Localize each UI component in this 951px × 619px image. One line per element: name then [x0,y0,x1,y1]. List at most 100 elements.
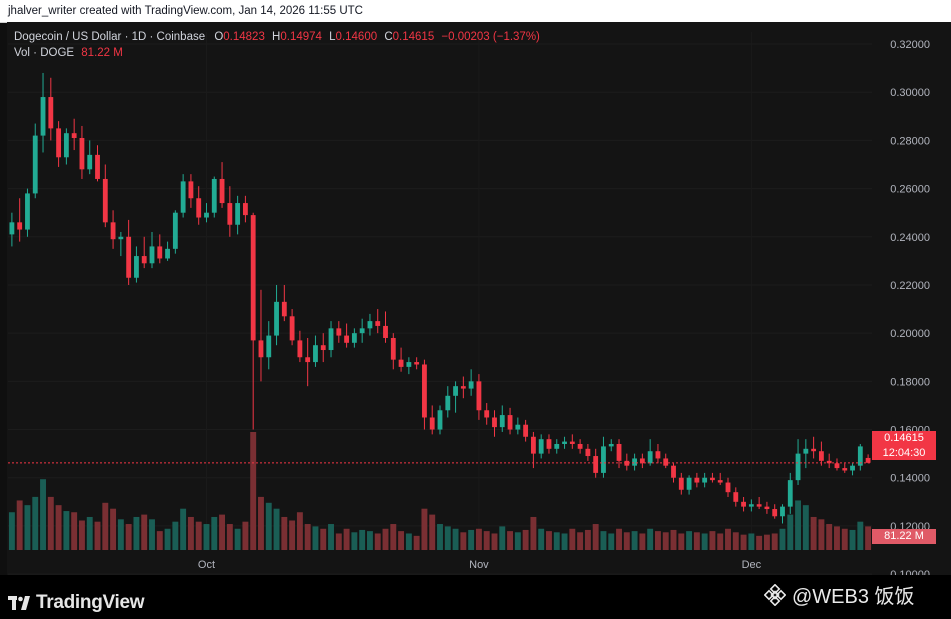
price-tick-label: 0.26000 [890,184,930,196]
candle-body [211,178,217,213]
volume-bar [538,528,545,550]
candle-body [390,337,396,360]
candle-body [383,325,388,338]
close-value: 0.14615 [392,31,435,43]
candle-body [608,443,614,447]
time-tick-label: Dec [742,559,762,571]
candlestick-chart[interactable]: 0.32000 0.30000 0.28000 0.26000 0.24000 0.220… [0,22,951,575]
volume-bar [709,531,716,550]
open-label: O [214,31,224,43]
volume-bar [499,526,506,550]
time-axis[interactable]: OctNovDec2026 [198,559,951,571]
grid [8,32,872,575]
volume-bar [584,529,591,550]
volume-bar [701,533,708,550]
attribution-text: jhalver_writer created with TradingView.… [8,5,363,17]
volume-bar [413,535,420,550]
volume-bar [444,526,451,550]
price-tick-label: 0.18000 [890,376,930,388]
volume-bar [639,533,646,550]
volume-bar [328,524,334,550]
candle-body [795,453,801,481]
volume-bar [600,531,607,550]
volume-bar [102,502,109,550]
candle-body [351,333,357,343]
tradingview-logo[interactable]: TradingView [8,592,145,614]
candle-body [134,256,139,278]
volume-bar [242,521,249,550]
candle-body [476,381,482,411]
candle-body [414,362,420,365]
close-label: C [384,31,393,43]
candle-body [772,509,778,517]
source-watermark: @WEB3 饭饭 [764,580,915,609]
volume-bar [483,531,490,550]
volume-bar [475,528,482,550]
candle-body [694,477,700,483]
candle-body [655,451,661,459]
volume-bar [180,508,187,550]
candle-body [530,436,536,454]
watermark-text: @WEB3 饭饭 [792,586,915,608]
candle-body [56,128,62,158]
candle-body [803,448,809,454]
volume-bar [312,526,319,550]
volume-bar [631,531,638,550]
candle-body [702,477,708,483]
candle-body [523,424,529,437]
candle-body [204,212,209,218]
volume-value: 81.22 M [81,47,123,59]
candle-body [577,443,583,449]
volume-bar [258,496,264,550]
volume-bar [608,533,615,550]
price-tick-label: 0.10000 [890,569,930,575]
price-axis[interactable]: 0.32000 0.30000 0.28000 0.26000 0.24000 0.220… [890,39,930,575]
volume-bar [865,526,872,550]
candle-body [266,335,272,358]
volume-bar [834,526,840,550]
candle-body [17,222,23,230]
volume-bar [374,533,381,550]
volume-bar [577,532,584,550]
candle-body [445,395,451,411]
volume-bar [359,529,366,550]
volume-bar [117,519,124,550]
price-tick-label: 0.32000 [890,39,930,51]
volume-bar [849,529,856,550]
candle-body [102,178,108,223]
volume-bar [71,512,78,550]
volume-bar [522,529,529,550]
candle-body [460,386,466,389]
change-value: −0.00203 (−1.37%) [441,31,540,43]
volume-bar [771,533,778,550]
candle-body [756,504,762,507]
candle-body [616,443,622,461]
candle-body [468,381,474,389]
candle-body [748,504,754,507]
time-tick-label: Oct [198,559,215,571]
footer-bar [0,575,951,619]
volume-bar [810,516,817,550]
candle-body [741,501,746,507]
candle-body [624,460,630,466]
volume-tag: 81.22 M [872,529,936,544]
candle-body [172,212,178,249]
volume-bar [149,519,155,550]
candle-body [857,446,863,466]
volume-bar [141,514,148,550]
candle-body [344,335,350,343]
candle-body [110,222,116,240]
candle-body [126,236,132,278]
candle-body [492,417,497,428]
volume-bar [78,520,85,550]
volume-bar [717,533,724,550]
volume-bar [670,529,677,550]
candle-body [219,178,225,204]
candle-body [48,97,54,129]
volume-bar [592,524,599,550]
volume-bar [530,516,537,550]
volume-bar [94,521,101,550]
volume-bar [662,532,669,550]
volume-bar [405,533,412,550]
candle-body [141,256,147,264]
